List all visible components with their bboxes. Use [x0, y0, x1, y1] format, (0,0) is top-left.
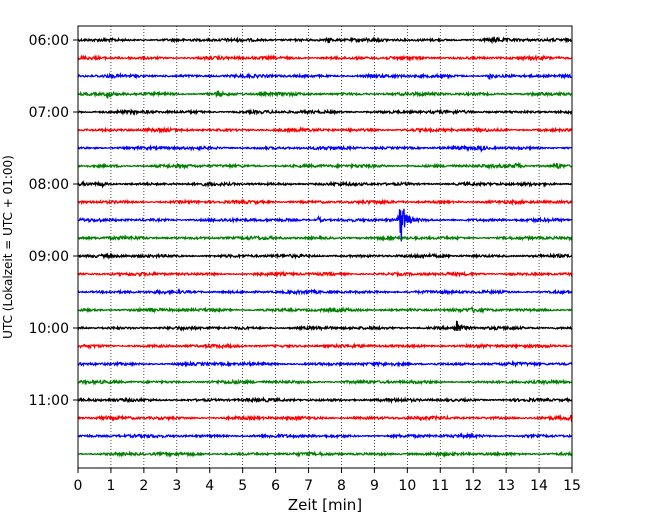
x-tick-label-14: 14 [530, 478, 548, 494]
trace-1015 [77, 342, 573, 350]
trace-1145 [78, 450, 573, 459]
trace-0800 [77, 179, 573, 189]
trace-0615 [77, 54, 573, 62]
x-tick-label-15: 15 [563, 478, 581, 494]
y-tick-label-0: 06:00 [29, 33, 69, 49]
y-axis-ticks: 06:00 07:00 08:00 09:00 10:00 11:00 [29, 33, 78, 409]
x-tick-label-3: 3 [172, 478, 181, 494]
trace-1130 [77, 431, 573, 440]
trace-0630 [77, 72, 573, 80]
trace-0915 [77, 270, 573, 278]
trace-0700 [77, 107, 573, 116]
x-tick-label-12: 12 [464, 478, 482, 494]
x-tick-label-4: 4 [205, 478, 214, 494]
trace-0645 [77, 89, 573, 99]
trace-0900 [77, 251, 573, 260]
trace-0815 [77, 198, 573, 207]
y-tick-label-1: 07:00 [29, 105, 69, 121]
trace-0745 [77, 161, 573, 170]
traces [77, 36, 573, 459]
x-axis-label: Zeit [min] [288, 496, 362, 514]
x-tick-label-5: 5 [238, 478, 247, 494]
x-tick-label-11: 11 [431, 478, 449, 494]
y-axis-label: UTC (Lokalzeit = UTC + 01:00) [1, 155, 15, 339]
trace-0945 [77, 305, 573, 314]
x-tick-label-13: 13 [497, 478, 515, 494]
trace-1030 [77, 359, 573, 368]
plot-frame [77, 25, 573, 469]
trace-1115 [77, 414, 573, 422]
x-tick-label-9: 9 [370, 478, 379, 494]
trace-1000 [77, 320, 573, 332]
x-tick-label-1: 1 [106, 478, 115, 494]
trace-0930 [77, 288, 573, 296]
x-tick-label-10: 10 [398, 478, 416, 494]
trace-1100 [77, 396, 573, 405]
x-tick-label-0: 0 [74, 478, 83, 494]
trace-0600 [77, 36, 573, 45]
x-tick-label-7: 7 [304, 478, 313, 494]
trace-0715 [77, 125, 573, 135]
y-tick-label-3: 09:00 [29, 249, 69, 265]
x-tick-label-2: 2 [139, 478, 148, 494]
trace-0730 [77, 144, 573, 153]
y-tick-label-4: 10:00 [29, 321, 69, 337]
trace-0830 [77, 208, 573, 242]
x-axis-ticks: 0 1 2 3 4 5 6 7 8 9 10 11 12 13 14 15 [74, 468, 581, 494]
trace-1045 [77, 378, 573, 387]
plot-background [78, 26, 572, 468]
trace-0845 [77, 233, 573, 242]
x-tick-label-8: 8 [337, 478, 346, 494]
x-tick-label-6: 6 [271, 478, 280, 494]
y-tick-label-5: 11:00 [29, 393, 69, 409]
y-tick-label-2: 08:00 [29, 177, 69, 193]
